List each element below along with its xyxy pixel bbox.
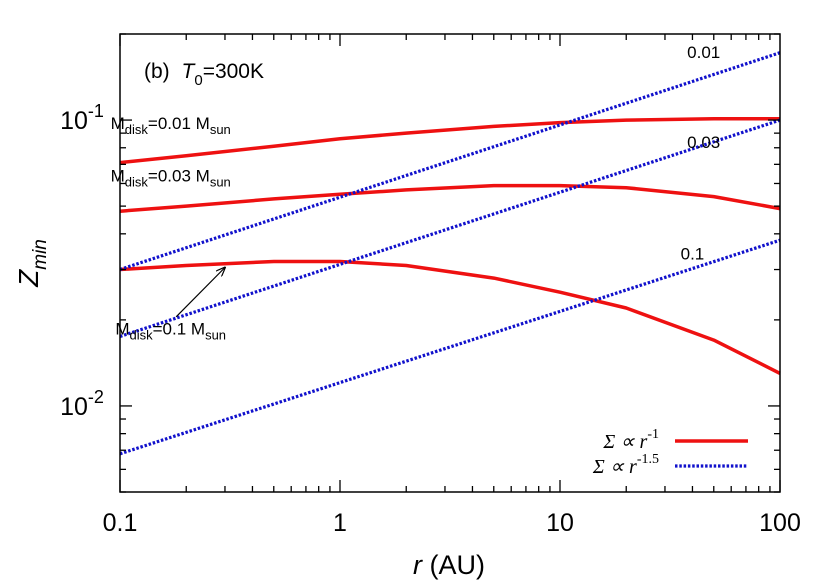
series-line-0-1 [119, 238, 781, 456]
series-line-0-01 [119, 51, 781, 272]
line-label-0-03: 0.03 [687, 133, 720, 152]
plot-frame [119, 33, 781, 493]
legend-label: Σ ∝ r-1 [602, 427, 659, 453]
curve-label: Mdisk=0.03 Msun [111, 166, 231, 189]
y-axis-title: Zmin [13, 239, 51, 288]
x-tick-label: 1 [333, 509, 347, 537]
x-tick-label: 10 [546, 509, 574, 537]
x-tick-label: 100 [759, 509, 801, 537]
line-label-0-01: 0.01 [687, 43, 720, 62]
tick-layer: 0.1 1 10 100 10-2 10-1 [60, 33, 801, 537]
x-axis-title: r (AU) [413, 550, 485, 580]
curve-label: Mdisk=0.1 Msun [115, 319, 226, 342]
annotation-arrow [175, 267, 225, 318]
series-layer [119, 51, 781, 456]
legend-label: Σ ∝ r-1.5 [592, 452, 659, 478]
y-tick-label: 10-1 [60, 101, 104, 135]
series-line-mdisk-0-1-msun [119, 259, 781, 375]
panel-label: (b) T0=300K [144, 60, 264, 89]
legend: Σ ∝ r-1Σ ∝ r-1.5 [592, 427, 748, 478]
series-line-mdisk-0-03-msun [119, 183, 781, 213]
label-layer: (b) T0=300K r (AU) Zmin 0.01 0.03 0.1 Mdisk… [13, 43, 720, 580]
line-label-0-1: 0.1 [681, 245, 705, 264]
series-line-mdisk-0-01-msun [119, 117, 780, 165]
curve-label: Mdisk=0.01 Msun [111, 114, 231, 137]
y-tick-label: 10-2 [60, 387, 104, 421]
x-tick-label: 0.1 [103, 509, 138, 537]
